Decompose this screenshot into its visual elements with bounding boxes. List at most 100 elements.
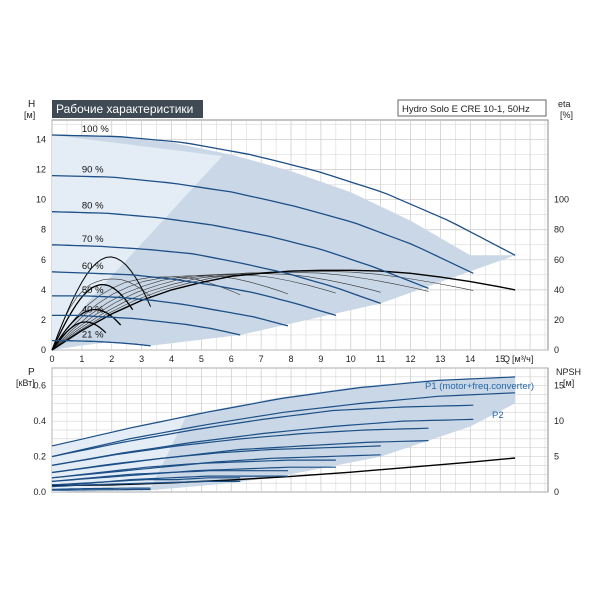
eta-curve-4 [51,274,336,351]
x-tick-label: 2 [109,354,114,364]
y2-axis-unit-npsh: [м] [563,378,574,388]
head-curve-0 [51,134,516,256]
efficiency-curves [51,256,516,351]
y2-tick-label: 80 [554,225,564,235]
eta-partial-curve-3 [51,321,107,351]
power-curve-2 [51,404,474,458]
y2-axis-label-eta: eta [558,99,571,109]
eta-main-curve [51,269,516,351]
y2-tick-label: 0 [554,345,559,355]
y2-tick-label: 100 [554,195,569,205]
power-curve-14 [52,487,151,490]
x-axis-unit: [м³/ч] [512,354,533,364]
power-curve-15 [52,488,151,491]
y-tick-label: 8 [41,225,46,235]
power-curve-0 [51,376,516,447]
power-curve-9 [51,466,336,482]
power-curve-13 [51,480,241,488]
p-tick-label: 0.4 [33,416,46,426]
model-name: Hydro Solo E CRE 10-1, 50Hz [402,104,530,115]
x-tick-label: 4 [169,354,174,364]
p-tick-label: 0.2 [33,452,46,462]
speed-label-2: 80 % [82,201,104,212]
head-curve-3 [51,244,381,305]
y-axis-unit-h: [м] [24,110,35,120]
eta-curve-5 [51,275,289,351]
x-tick-label: 11 [376,354,385,364]
model-box [397,99,547,117]
y-axis-label-p: P [28,367,35,378]
head-envelope [52,135,516,350]
head-curve-4 [51,271,337,317]
speed-labels: 100 % 90 % 80 % 70 % 60 % 50 % 40 % 21 % [82,124,109,340]
x-tick-label: 0 [49,354,54,364]
p1-label: P1 (motor+freq.converter) [425,381,534,392]
power-curve-6 [51,445,381,474]
x-tick-label: 12 [406,354,416,364]
y-tick-label: 14 [36,135,46,145]
x-tick-label: 15 [495,354,505,364]
head-curve-1 [51,174,474,274]
x-tick-label: 9 [318,354,323,364]
head-curve-5 [52,295,289,327]
speed-label-7: 21 % [82,330,104,341]
npsh-tick-label: 10 [554,416,564,426]
power-curves [51,376,516,491]
envelope-light-wedge [52,135,223,350]
y-tick-label: 6 [41,255,46,265]
speed-label-0: 100 % [82,124,109,135]
y2-tick-label: 20 [554,315,564,325]
power-curve-4 [51,427,429,466]
power-curve-8 [51,459,336,479]
chart-title: Рабочие характеристики [56,102,193,116]
p-tick-label: 0.6 [33,381,46,391]
head-curves [51,134,516,347]
npsh-line [51,457,516,487]
y2-axis-label-npsh: NPSH [556,367,581,377]
npsh-curve [51,457,516,487]
x-tick-label: 3 [139,354,144,364]
head-curve-2 [51,211,429,290]
head-curve-7 [51,339,151,347]
y2-tick-label: 60 [554,255,564,265]
power-ticks: 0.0 0.2 0.4 0.6 0 5 10 15 [33,381,564,497]
power-curve-1 [51,392,516,458]
x-tick-label: 14 [465,354,475,364]
x-tick-label: 13 [435,354,445,364]
x-tick-label: 1 [79,354,84,364]
eta-partial-curve-1 [51,284,134,351]
p2-label: P2 [492,410,504,421]
eta-curve-6 [51,276,241,351]
y-tick-label: 2 [41,315,46,325]
power-envelope-area [52,376,516,492]
y-tick-label: 12 [36,165,46,175]
speed-label-1: 90 % [82,165,104,176]
eta-curve-3 [51,273,381,351]
power-curve-10 [51,470,288,482]
y-tick-label: 0 [41,345,46,355]
y-tick-label: 10 [36,195,46,205]
speed-label-5: 50 % [82,285,104,296]
y2-tick-label: 40 [554,285,564,295]
title-box [52,100,203,118]
x-tick-label: 6 [229,354,234,364]
head-curve-6 [52,314,241,336]
y-axis-unit-p: [кВт] [16,378,35,388]
x-tick-label: 8 [289,354,294,364]
speed-label-3: 70 % [82,234,104,245]
y-axis-label-h: H [28,99,35,110]
x-axis-symbol: Q [503,354,510,364]
eta-curve-2 [51,272,429,351]
x-tick-label: 10 [346,354,356,364]
power-curve-7 [51,454,381,479]
speed-label-4: 60 % [82,261,104,272]
npsh-tick-label: 5 [554,452,559,462]
power-chart: 0.0 0.2 0.4 0.6 0 5 10 15 P [кВт] NPSH [м] P1 (… [16,367,581,497]
y-tick-label: 4 [41,285,46,295]
npsh-tick-label: 0 [554,487,559,497]
p-tick-label: 0.0 [33,487,46,497]
npsh-tick-label: 15 [554,381,564,391]
